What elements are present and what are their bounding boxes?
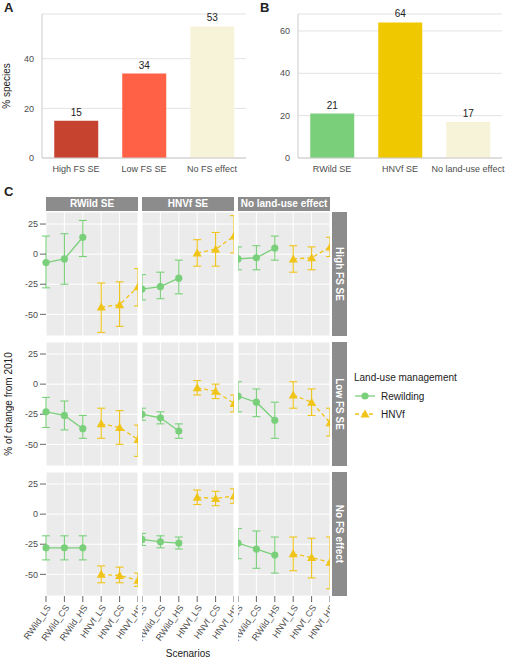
svg-text:HNVf_CS: HNVf_CS	[287, 603, 319, 641]
html-text:No land-use effect: No land-use effect	[240, 198, 328, 209]
svg-text:HNVf_CS: HNVf_CS	[95, 603, 127, 641]
svg-text:-50: -50	[25, 570, 38, 580]
svg-text:0: 0	[29, 153, 34, 163]
svg-text:RWild_HS: RWild_HS	[153, 603, 186, 643]
svg-text:0: 0	[33, 509, 38, 519]
html-text:A: A	[4, 0, 14, 15]
html-text:C: C	[4, 184, 14, 199]
svg-text:No FS effect: No FS effect	[334, 505, 345, 564]
html-text:Land-use management: Land-use management	[354, 372, 457, 383]
svg-text:No land-use effect: No land-use effect	[432, 164, 503, 174]
svg-text:-25: -25	[25, 539, 38, 549]
svg-text:0: 0	[33, 379, 38, 389]
svg-text:25: 25	[28, 219, 38, 229]
svg-text:RWild_LS: RWild_LS	[21, 603, 53, 642]
svg-text:RWild_HS: RWild_HS	[57, 603, 90, 643]
svg-text:60: 60	[280, 26, 290, 36]
html-text:RWild SE: RWild SE	[69, 198, 115, 209]
svg-text:17: 17	[463, 108, 475, 119]
svg-text:HNVf_LS: HNVf_LS	[270, 603, 301, 640]
html-text:B: B	[260, 0, 270, 15]
html-text:Scenarios: Scenarios	[165, 648, 211, 659]
svg-text:20: 20	[280, 111, 290, 121]
svg-text:53: 53	[207, 12, 219, 23]
svg-text:Low FS SE: Low FS SE	[334, 378, 345, 430]
svg-text:25: 25	[28, 349, 38, 359]
svg-text:HNVf_CS: HNVf_CS	[191, 603, 223, 641]
svg-text:-25: -25	[25, 279, 38, 289]
svg-text:HNVf_HS: HNVf_HS	[210, 603, 234, 641]
svg-text:21: 21	[327, 100, 339, 111]
svg-text:HNVf SE: HNVf SE	[382, 164, 418, 174]
svg-text:Low FS SE: Low FS SE	[121, 164, 166, 174]
svg-text:34: 34	[139, 60, 151, 71]
svg-text:0: 0	[285, 153, 290, 163]
svg-text:RWild SE: RWild SE	[313, 164, 351, 174]
svg-text:20: 20	[24, 104, 34, 114]
svg-text:-50: -50	[25, 440, 38, 450]
svg-text:High FS SE: High FS SE	[334, 247, 345, 301]
svg-text:-25: -25	[25, 409, 38, 419]
svg-text:0: 0	[33, 249, 38, 259]
svg-text:HNVf_HS: HNVf_HS	[114, 603, 138, 641]
svg-text:40: 40	[24, 54, 34, 64]
svg-text:25: 25	[28, 479, 38, 489]
svg-text:% species: % species	[8, 63, 12, 109]
svg-text:HNVf_LS: HNVf_LS	[174, 603, 205, 640]
svg-text:15: 15	[71, 107, 83, 118]
svg-text:HNVf_HS: HNVf_HS	[306, 603, 330, 641]
svg-text:RWild_HS: RWild_HS	[249, 603, 282, 643]
html-text:Rewilding: Rewilding	[381, 390, 425, 402]
svg-text:40: 40	[280, 68, 290, 78]
svg-text:RWild_CS: RWild_CS	[39, 603, 72, 643]
svg-text:HNVf_LS: HNVf_LS	[78, 603, 109, 640]
svg-text:64: 64	[395, 8, 407, 19]
svg-text:-50: -50	[25, 310, 38, 320]
svg-text:No FS effect: No FS effect	[187, 164, 237, 174]
html-text:HNVf SE: HNVf SE	[167, 198, 209, 209]
html-text:HNVf: HNVf	[381, 408, 405, 420]
svg-text:High FS SE: High FS SE	[52, 164, 99, 174]
svg-text:% of change from 2010: % of change from 2010	[8, 352, 14, 456]
